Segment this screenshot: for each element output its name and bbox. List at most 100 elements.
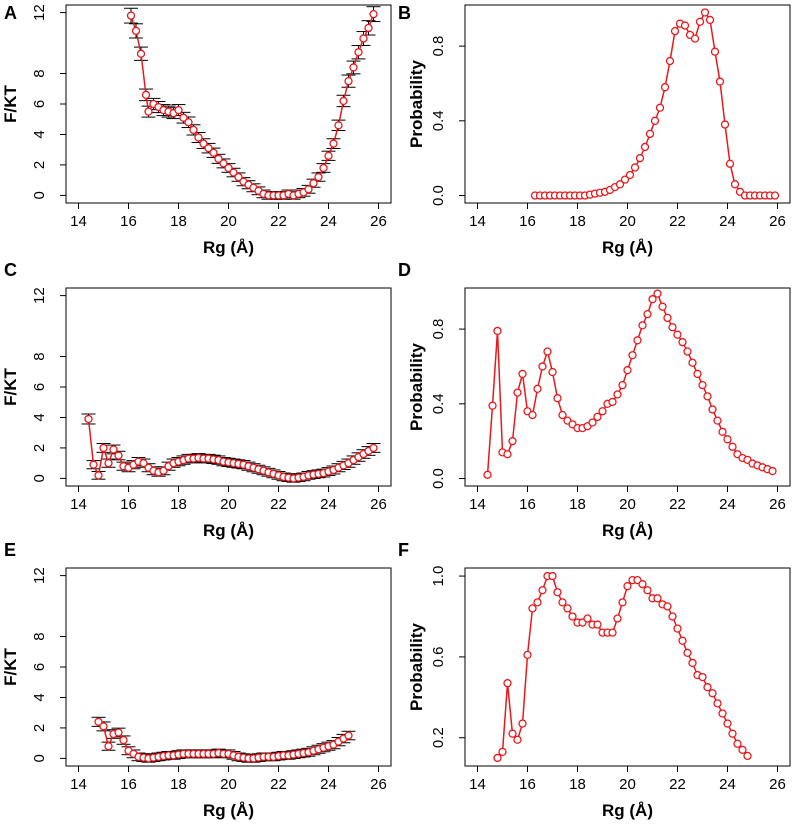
x-tick-label: 16 [120,213,137,230]
data-point [314,172,323,182]
y-axis: 0 2 4 6 8 12 [31,287,66,483]
x-tick-label: 16 [519,213,536,230]
data-point [613,390,622,399]
y-tick-label: 0.0 [430,185,447,206]
x-tick-label: 26 [769,496,786,513]
data-point [493,753,502,763]
x-tick-label: 18 [170,496,187,513]
y-tick-label: 12 [31,287,48,304]
data-point [700,8,710,17]
data-point [713,416,722,425]
x-tick-label: 16 [519,496,536,513]
data-point [733,739,742,748]
y-axis-label: F/KT [1,648,20,686]
panel-f: 14 16 18 20 22 24 26 Rg (Å) 0.2 0.6 1.0 Probability… [398,540,791,820]
data-point [608,628,617,637]
y-axis-label: F/KT [1,85,20,123]
x-axis-label: Rg (Å) [203,521,254,540]
data-point [703,392,712,401]
data-point [643,586,652,595]
x-tick-label: 24 [719,496,736,513]
data-point [364,23,373,32]
data-point [184,118,193,127]
y-tick-label: 4 [31,693,48,701]
data-point [136,49,146,58]
data-point [723,719,732,728]
data-point [508,729,517,738]
data-point [703,683,712,692]
data-series [81,413,381,483]
x-tick-label: 16 [120,496,137,513]
data-point [593,412,602,422]
data-point [324,151,333,160]
data-point [683,648,692,658]
data-point [743,751,752,761]
x-axis: 14 16 18 20 22 24 26 [70,766,387,793]
y-tick-label: 0.6 [430,646,447,667]
data-point [728,729,737,738]
x-tick-label: 22 [270,496,287,513]
data-point [99,722,108,731]
data-point [488,401,497,410]
data-point [613,614,622,623]
data-point [109,445,118,454]
data-point [725,159,735,168]
data-point [329,139,338,148]
y-tick-label: 0.8 [430,319,447,340]
x-axis: 14 16 18 20 22 24 26 [469,766,786,793]
data-point [635,154,645,163]
data-point [94,717,103,726]
data-point [503,450,512,459]
y-tick-label: 6 [31,663,48,671]
data-point [678,338,687,347]
data-point [628,351,637,360]
y-axis: 0 2 4 6 8 12 [31,4,66,200]
panel-d: 14 16 18 20 22 24 26 Rg (Å) 0.0 0.4 0.8Probability… [398,260,791,540]
data-point [234,172,243,182]
panel-letter: D [398,260,411,280]
data-point [688,358,697,367]
data-point [695,17,705,26]
data-point [648,295,657,304]
data-point [533,598,542,607]
data-point [673,330,682,339]
data-point [633,336,642,345]
y-tick-label: 8 [31,69,48,77]
data-point [665,56,675,66]
data-point [668,612,677,621]
data-point [615,180,625,189]
data-point [618,598,627,607]
y-tick-label: 12 [31,4,48,21]
x-tick-label: 26 [370,213,387,230]
x-tick-label: 26 [370,496,387,513]
data-point [309,179,318,188]
data-point [126,11,136,20]
data-point [645,129,655,139]
data-point [369,9,378,19]
data-point [698,380,707,390]
data-point [339,96,348,106]
data-point [354,48,363,57]
x-tick-label: 22 [669,496,686,513]
data-point [483,470,492,479]
data-point [718,427,727,436]
x-tick-label: 24 [719,776,736,793]
y-tick-label: 0 [31,754,48,762]
data-point [99,443,108,453]
data-point [728,442,737,451]
x-tick-label: 16 [519,776,536,793]
x-axis-label: Rg (Å) [602,521,653,540]
data-point [319,163,328,173]
y-tick-label: 0.8 [430,36,447,57]
data-point [174,105,183,115]
data-point [538,586,547,595]
data-point [583,614,592,623]
data-point [678,636,687,645]
y-axis-label: Probability [407,60,426,148]
data-point [209,148,218,157]
data-point [518,369,527,379]
data-point [141,90,151,100]
x-tick-label: 24 [320,776,337,793]
data-point [598,407,607,416]
